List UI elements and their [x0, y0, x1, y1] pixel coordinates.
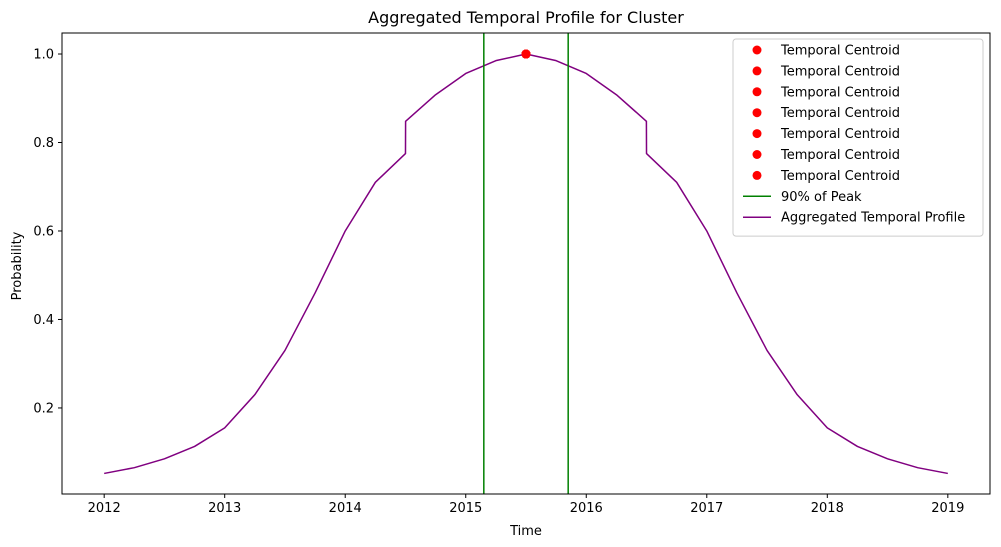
legend-marker	[752, 108, 762, 118]
y-tick-label: 0.6	[33, 224, 54, 239]
x-tick-label: 2019	[931, 501, 964, 516]
legend-label: Temporal Centroid	[780, 169, 900, 184]
legend-label: Temporal Centroid	[780, 127, 900, 142]
x-axis-title: Time	[509, 524, 542, 539]
legend-label: Temporal Centroid	[780, 106, 900, 121]
legend-label: Temporal Centroid	[780, 148, 900, 163]
legend-marker	[752, 45, 762, 55]
plot-series-group	[104, 33, 948, 494]
x-tick-label: 2013	[208, 501, 241, 516]
y-tick-label: 0.8	[33, 136, 54, 151]
plot-area: 2012 2013 2014 2015 2016 2017 2018 2019 0.2 0.4 0.…	[33, 32, 991, 516]
legend-marker	[752, 66, 762, 76]
legend-marker	[752, 150, 762, 159]
y-tick-label: 1.0	[33, 48, 54, 63]
chart-title: Aggregated Temporal Profile for Cluster	[368, 8, 684, 27]
legend-label: 90% of Peak	[781, 190, 862, 205]
centroid-point	[521, 49, 531, 59]
x-tick-label: 2016	[570, 501, 603, 516]
x-tick-label: 2014	[329, 501, 362, 516]
x-tick-label: 2018	[811, 501, 844, 516]
legend-marker	[752, 129, 762, 139]
x-tick-label: 2012	[88, 501, 121, 516]
legend-box	[732, 38, 984, 237]
y-tick-label: 0.4	[33, 313, 54, 328]
legend-marker	[752, 170, 762, 180]
legend-label: Temporal Centroid	[780, 64, 900, 79]
legend-marker	[752, 87, 762, 97]
y-tick-label: 0.2	[33, 401, 54, 416]
x-tick-label: 2017	[690, 501, 723, 516]
plot-frame	[61, 32, 991, 495]
legend-label: Temporal Centroid	[780, 85, 900, 100]
y-axis-title: Probability	[10, 231, 25, 300]
x-tick-label: 2015	[449, 501, 482, 516]
legend-label: Temporal Centroid	[780, 44, 900, 59]
legend-label: Aggregated Temporal Profile	[781, 211, 965, 226]
